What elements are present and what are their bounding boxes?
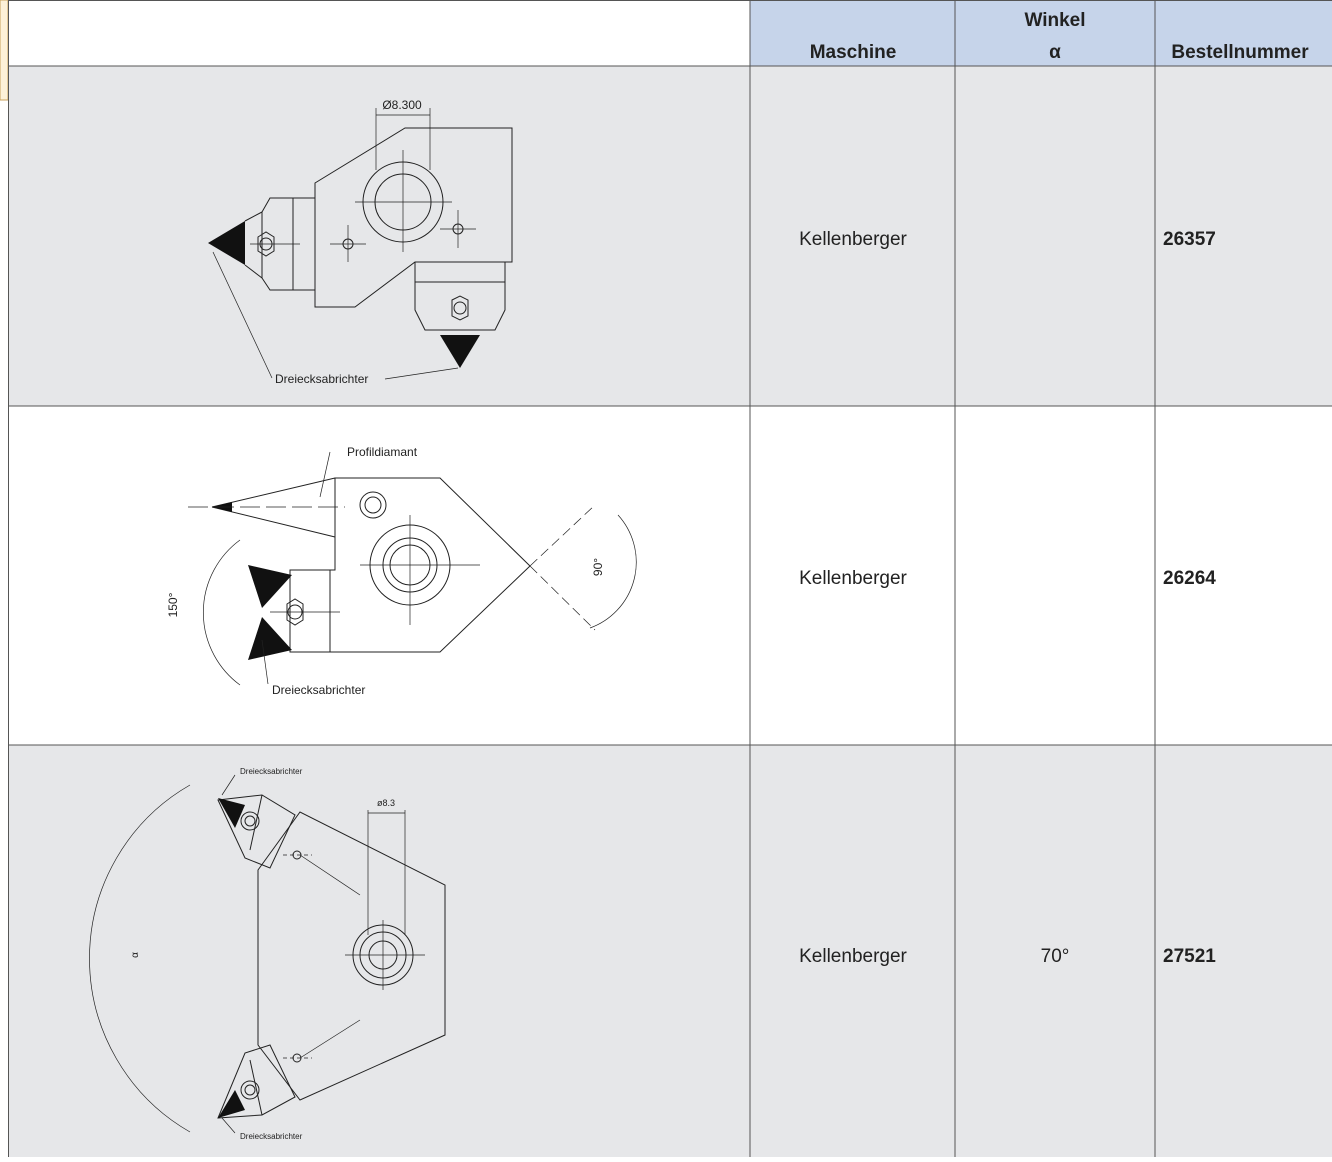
drawing-label: ø8.3	[377, 798, 395, 808]
machine: Kellenberger	[799, 568, 907, 589]
machine: Kellenberger	[799, 946, 907, 967]
row-2	[8, 406, 1332, 745]
drawing-label: Dreiecksabrichter	[272, 683, 365, 697]
drawing-2	[188, 451, 637, 686]
drawing-label: 150°	[166, 592, 180, 617]
drawing-label: Dreiecksabrichter	[240, 767, 303, 776]
drawing-label: Ø8.300	[382, 98, 422, 112]
angle: 70°	[1041, 946, 1070, 967]
drawing-label: α	[130, 952, 141, 958]
drawing-3	[89, 774, 446, 1134]
order-number: 26357	[1163, 229, 1216, 250]
drawing-label: 90°	[591, 558, 605, 576]
header-angle: Winkel	[1024, 10, 1085, 31]
drawing-label: Dreiecksabrichter	[240, 1132, 303, 1141]
drawing-label: Dreiecksabrichter	[275, 372, 368, 386]
row-3	[8, 745, 1332, 1157]
drawing-1	[208, 108, 513, 380]
drawing-label: Profildiamant	[347, 445, 418, 459]
header-cells	[750, 0, 1332, 66]
order-number: 26264	[1163, 568, 1216, 589]
header-machine: Maschine	[810, 42, 897, 63]
table-borders	[8, 0, 1332, 1157]
order-number: 27521	[1163, 946, 1216, 967]
machine: Kellenberger	[799, 229, 907, 250]
row-1	[8, 66, 1332, 406]
header-order: Bestellnummer	[1171, 42, 1309, 63]
header-angle-symbol: α	[1049, 42, 1061, 63]
side-tab	[0, 0, 9, 101]
